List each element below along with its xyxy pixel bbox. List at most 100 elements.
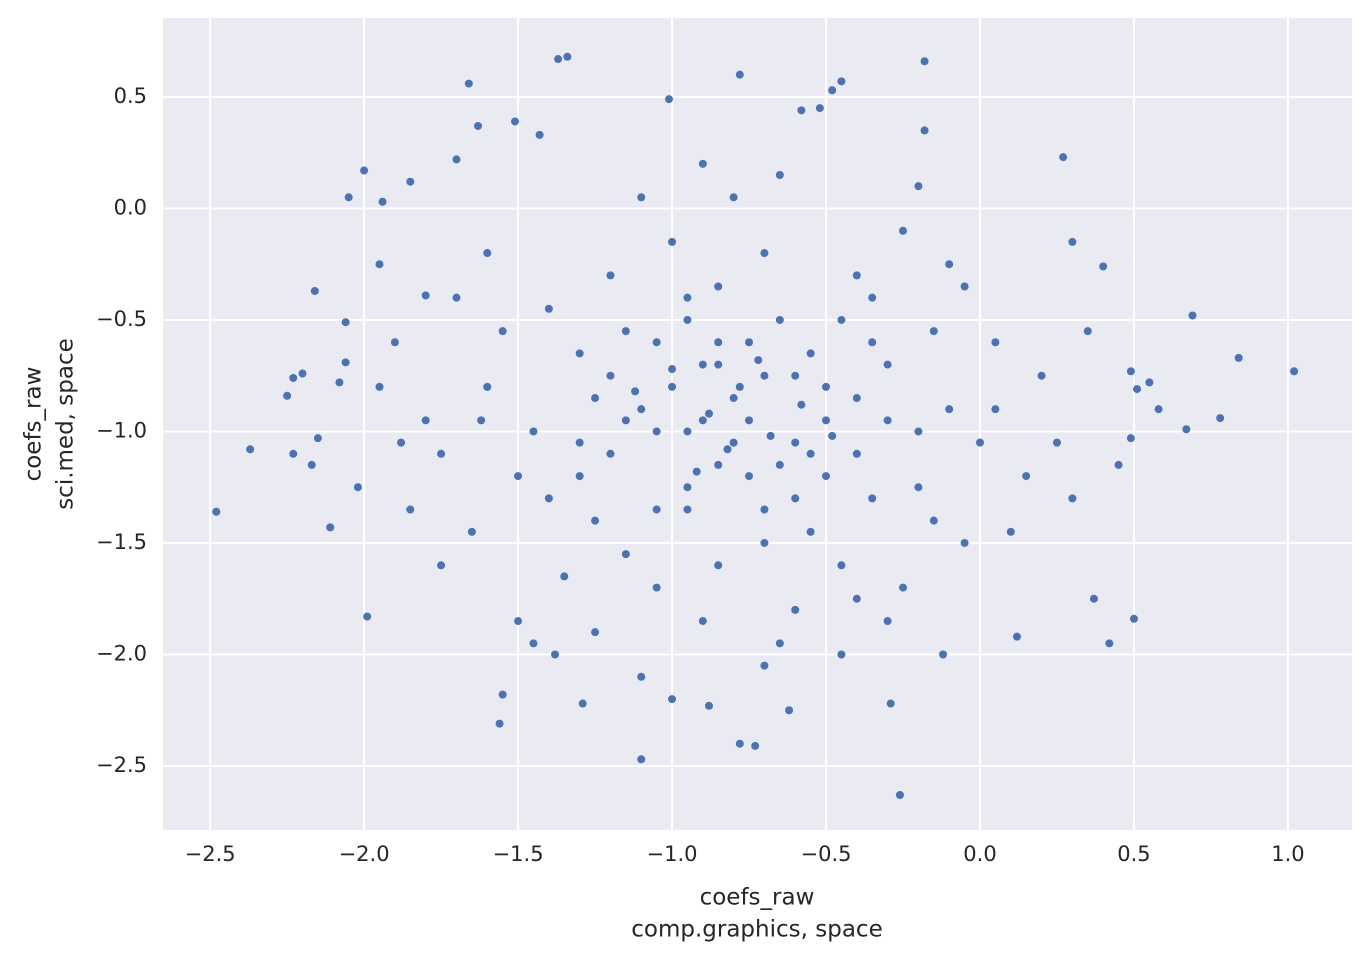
- point: [452, 155, 461, 164]
- point: [785, 706, 794, 715]
- point: [652, 505, 661, 514]
- point: [797, 400, 806, 409]
- point: [474, 121, 483, 130]
- point: [1068, 494, 1077, 503]
- point: [514, 617, 523, 626]
- point: [975, 438, 984, 447]
- point: [621, 327, 630, 336]
- point: [467, 527, 476, 536]
- point: [510, 117, 519, 126]
- point: [464, 79, 473, 88]
- point: [560, 572, 569, 581]
- point: [621, 416, 630, 425]
- x-tick-label: −2.0: [339, 842, 390, 866]
- point: [837, 561, 846, 570]
- point: [421, 416, 430, 425]
- point: [390, 338, 399, 347]
- point: [1105, 639, 1114, 648]
- point: [714, 338, 723, 347]
- x-tick-label: −2.5: [185, 842, 236, 866]
- point: [791, 605, 800, 614]
- point: [1037, 371, 1046, 380]
- point: [822, 416, 831, 425]
- point: [375, 260, 384, 269]
- point: [591, 628, 600, 637]
- point: [991, 338, 1000, 347]
- point: [828, 431, 837, 440]
- point: [1099, 262, 1108, 271]
- y-tick-label: −2.0: [96, 641, 147, 665]
- point: [914, 182, 923, 191]
- point: [344, 193, 353, 202]
- point: [606, 449, 615, 458]
- point: [1083, 327, 1092, 336]
- point: [852, 594, 861, 603]
- x-tick-label: 1.0: [1271, 842, 1304, 866]
- point: [529, 427, 538, 436]
- point: [363, 612, 372, 621]
- x-tick-label: 0.5: [1117, 842, 1150, 866]
- point: [1068, 237, 1077, 246]
- point: [683, 315, 692, 324]
- point: [714, 561, 723, 570]
- point: [483, 382, 492, 391]
- point: [945, 260, 954, 269]
- point: [815, 104, 824, 113]
- point: [775, 460, 784, 469]
- point: [544, 304, 553, 313]
- point: [375, 382, 384, 391]
- y-tick-label: −1.5: [96, 530, 147, 554]
- point: [729, 394, 738, 403]
- point: [852, 449, 861, 458]
- point: [837, 650, 846, 659]
- point: [1126, 367, 1135, 376]
- point: [914, 427, 923, 436]
- point: [591, 394, 600, 403]
- point: [1182, 425, 1191, 434]
- y-tick-label: −0.5: [96, 307, 147, 331]
- point: [631, 387, 640, 396]
- point: [341, 358, 350, 367]
- point: [246, 445, 255, 454]
- point: [529, 639, 538, 648]
- point: [920, 57, 929, 66]
- y-tick-label: 0.0: [114, 195, 147, 219]
- point: [683, 427, 692, 436]
- point: [406, 505, 415, 514]
- point: [704, 701, 713, 710]
- y-axis-label: sci.med, space: [53, 338, 79, 510]
- point: [360, 166, 369, 175]
- x-axis-label: comp.graphics, space: [631, 917, 882, 943]
- point: [683, 505, 692, 514]
- point: [1234, 353, 1243, 362]
- point: [1154, 405, 1163, 414]
- point: [791, 494, 800, 503]
- point: [637, 193, 646, 202]
- point: [704, 409, 713, 418]
- point: [1052, 438, 1061, 447]
- point: [797, 106, 806, 115]
- point: [437, 561, 446, 570]
- point: [606, 271, 615, 280]
- point: [591, 516, 600, 525]
- point: [822, 382, 831, 391]
- point: [914, 483, 923, 492]
- point: [341, 318, 350, 327]
- point: [960, 282, 969, 291]
- y-tick-label: −1.0: [96, 418, 147, 442]
- x-tick-label: 0.0: [963, 842, 996, 866]
- point: [991, 405, 1000, 414]
- point: [551, 650, 560, 659]
- point: [754, 356, 763, 365]
- point: [723, 445, 732, 454]
- point: [883, 416, 892, 425]
- point: [775, 315, 784, 324]
- point: [668, 382, 677, 391]
- point: [664, 95, 673, 104]
- point: [289, 373, 298, 382]
- point: [575, 349, 584, 358]
- point: [544, 494, 553, 503]
- point: [578, 699, 587, 708]
- point: [714, 282, 723, 291]
